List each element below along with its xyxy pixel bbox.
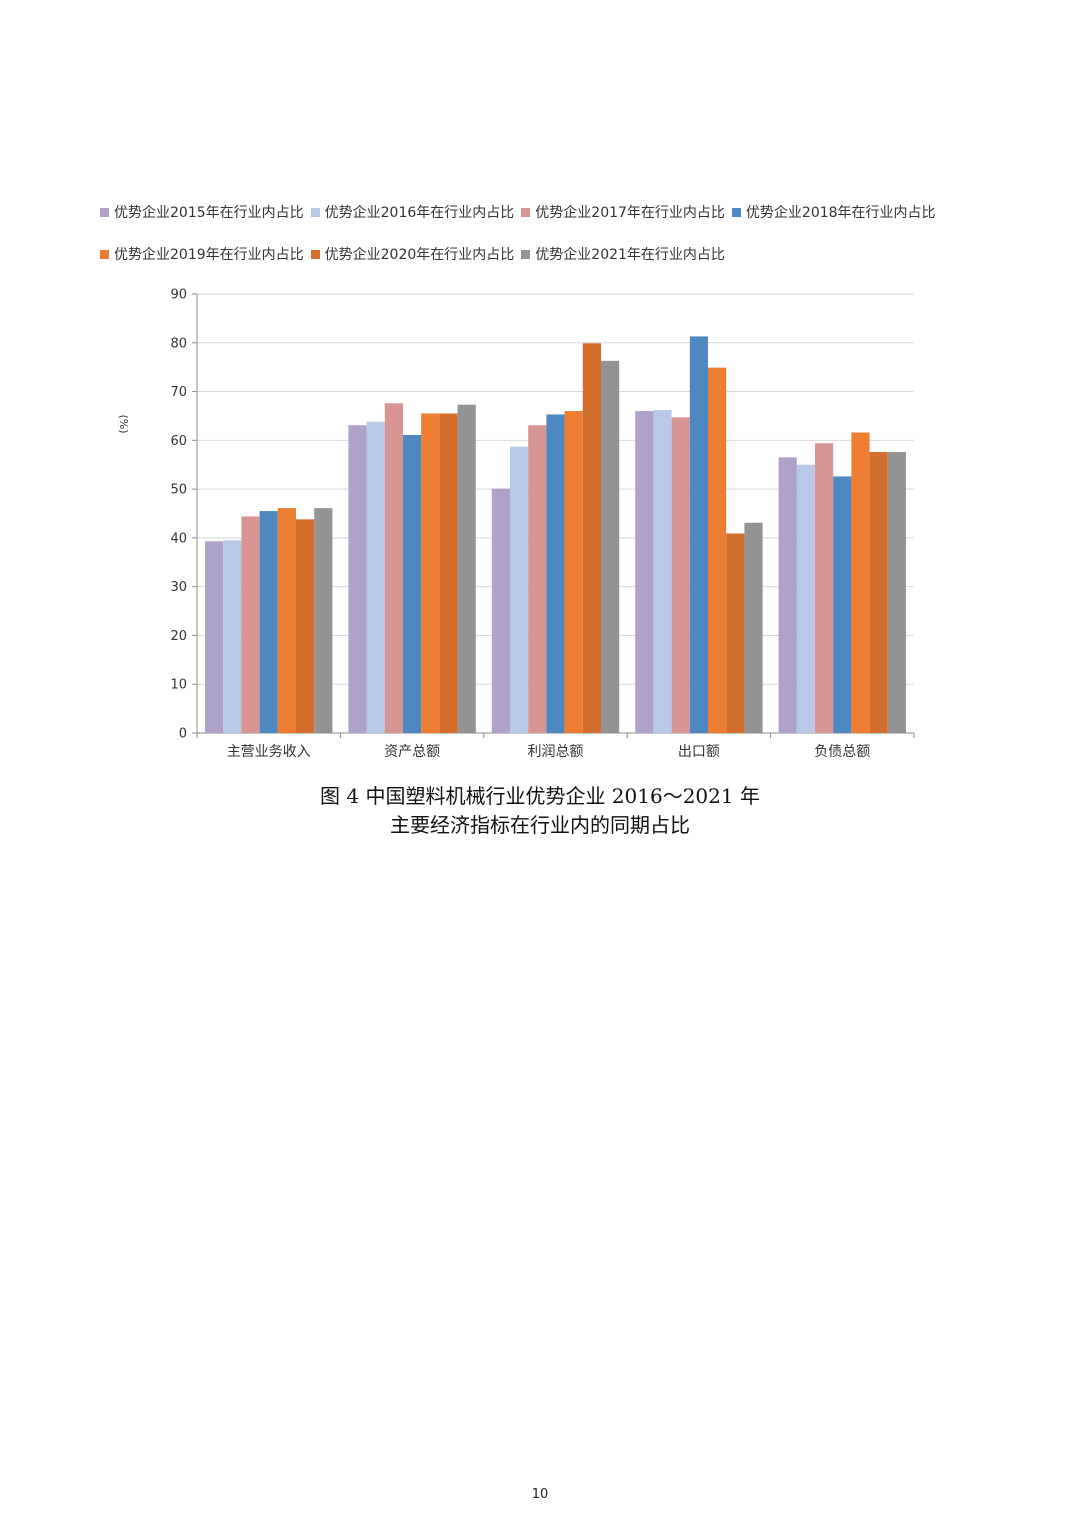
legend-item: 优势企业2018年在行业内占比 [731,198,936,226]
legend-swatch [100,249,109,259]
bar [582,343,601,733]
x-tick-label: 主营业务收入 [227,744,311,760]
bar [296,519,315,733]
legend-label: 优势企业2017年在行业内占比 [535,205,725,221]
legend-item: 优势企业2019年在行业内占比 [100,240,304,268]
bar [491,488,510,733]
page-number: 10 [531,1487,549,1502]
bar [366,421,385,733]
bar [241,516,260,733]
y-tick-label: 50 [170,483,187,498]
bar [348,425,367,733]
figure-caption-line-1: 图 4 中国塑料机械行业优势企业 2016～2021 年 [320,784,760,808]
bar [726,533,745,733]
bar [223,540,242,733]
legend-label: 优势企业2020年在行业内占比 [324,247,515,263]
bar [259,511,278,733]
bar [744,522,763,733]
legend-label: 优势企业2016年在行业内占比 [324,205,515,221]
bar-chart: 0 10 20 30 40 50 60 70 80 90 (%) 主营业务收入 资产总额 利润总额 出口额 负… [117,288,915,760]
x-tick-label: 负债总额 [814,744,870,760]
y-axis-label: (%) [117,414,130,433]
bar [384,403,403,733]
bar [833,476,852,733]
y-tick-label: 0 [179,727,187,742]
legend-label: 优势企业2019年在行业内占比 [114,247,304,263]
chart-legend: 优势企业2015年在行业内占比 优势企业2016年在行业内占比 优势企业2017年在… [100,198,970,268]
bar [421,413,440,733]
bar [796,464,815,733]
bar [671,417,690,733]
bar [314,508,333,733]
bar [457,404,476,733]
legend-swatch [100,207,109,217]
legend-item: 优势企业2017年在行业内占比 [521,198,725,226]
y-tick-label: 10 [170,678,187,693]
y-tick-label: 40 [170,531,187,546]
bar [546,414,565,733]
x-tick-label: 出口额 [678,744,720,760]
y-tick-label: 90 [170,288,187,303]
y-tick-label: 80 [170,336,187,351]
y-tick-label: 30 [170,580,187,595]
bar [635,411,654,733]
legend-swatch [310,207,320,217]
legend-item: 优势企业2015年在行业内占比 [100,198,304,226]
bar [708,367,727,733]
legend-item: 优势企业2020年在行业内占比 [310,240,515,268]
bar [689,336,708,733]
x-tick-label: 资产总额 [384,744,440,760]
legend-swatch [310,249,320,259]
x-tick-label: 利润总额 [528,744,584,760]
bar [439,413,458,733]
bar [510,446,529,733]
bar [564,411,583,733]
bar [277,508,296,733]
bar [653,410,672,733]
y-tick-label: 60 [170,434,187,449]
bar [851,432,870,733]
bar [778,457,797,733]
legend-swatch [521,249,531,259]
y-tick-label: 70 [170,385,187,400]
bar [403,434,422,733]
figure-caption-line-2: 主要经济指标在行业内的同期占比 [390,813,690,837]
legend-label: 优势企业2015年在行业内占比 [114,205,304,221]
bar [205,541,224,733]
bar [528,425,547,733]
y-tick-label: 20 [170,629,187,644]
bar [869,452,888,733]
bar [887,452,906,733]
legend-label: 优势企业2018年在行业内占比 [745,205,936,221]
bar [815,443,834,733]
legend-label: 优势企业2021年在行业内占比 [535,247,725,263]
legend-item: 优势企业2016年在行业内占比 [310,198,515,226]
legend-item: 优势企业2021年在行业内占比 [521,240,725,268]
bar [601,360,620,733]
legend-swatch [521,207,531,217]
legend-swatch [731,207,741,217]
